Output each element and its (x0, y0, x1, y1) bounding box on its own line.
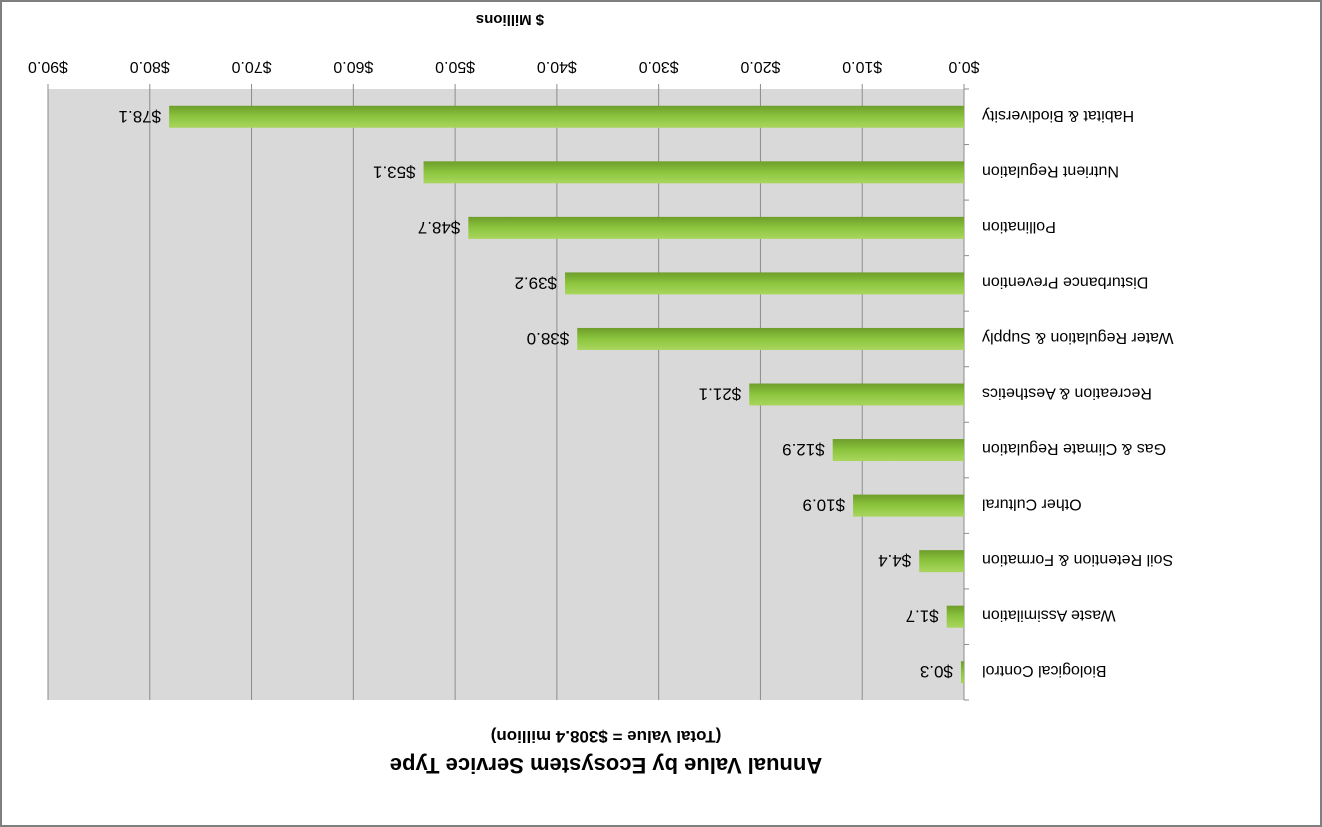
bar (423, 161, 964, 184)
data-label: $10.9 (803, 496, 846, 515)
x-tick-label: $10.0 (842, 58, 882, 75)
x-tick-label: $60.0 (333, 58, 373, 75)
chart-title: Annual Value by Ecosystem Service Type (390, 753, 822, 778)
category-label: Waste Assimilation (982, 607, 1116, 624)
bar (749, 383, 964, 406)
x-tick-label: $0.0 (948, 58, 979, 75)
x-tick-label: $20.0 (740, 58, 780, 75)
x-tick-label: $90.0 (28, 58, 68, 75)
category-label: Habitat & Biodiversity (982, 107, 1134, 124)
category-label: Recreation & Aesthetics (982, 385, 1152, 402)
category-label: Other Cultural (982, 496, 1082, 513)
data-label: $48.7 (418, 218, 461, 237)
bar (960, 661, 964, 684)
data-label: $0.3 (920, 662, 953, 681)
chart-subtitle: (Total Value = $308.4 million) (491, 727, 722, 746)
x-tick-label: $80.0 (130, 58, 170, 75)
x-tick-labels: $0.0 $10.0 $20.0 $30.0 $40.0 $50.0 $60.0 $70.0 $… (28, 58, 980, 75)
category-label: Soil Retention & Formation (982, 551, 1173, 568)
gridlines (47, 84, 969, 701)
bar (832, 439, 964, 462)
data-label: $39.2 (514, 273, 557, 292)
category-label: Biological Control (982, 662, 1107, 679)
bar (919, 550, 964, 573)
data-label: $53.1 (373, 162, 416, 181)
bars (169, 105, 964, 684)
x-axis-title: $ Millions (476, 11, 544, 28)
bar (853, 494, 964, 517)
category-label: Water Regulation & Supply (982, 329, 1174, 346)
bar (468, 216, 964, 239)
bar (577, 327, 964, 350)
x-tick-label: $50.0 (435, 58, 475, 75)
x-tick-label: $40.0 (537, 58, 577, 75)
data-label: $1.7 (906, 607, 939, 626)
bar (946, 605, 964, 628)
category-label: Gas & Climate Regulation (982, 440, 1166, 457)
data-label: $21.1 (699, 385, 742, 404)
data-label: $12.9 (782, 440, 825, 459)
data-labels: $78.1 $53.1 $48.7 $39.2 $38.0 $21.1 $12.9 $10.9… (119, 107, 953, 681)
data-label: $78.1 (119, 107, 162, 126)
x-tick-label: $70.0 (231, 58, 271, 75)
data-label: $4.4 (878, 551, 911, 570)
category-labels: Habitat & Biodiversity Nutrient Regulatio… (982, 107, 1174, 679)
bar (565, 272, 964, 295)
x-tick-label: $30.0 (639, 58, 679, 75)
category-label: Nutrient Regulation (982, 162, 1119, 179)
category-label: Pollination (982, 218, 1056, 235)
data-label: $38.0 (527, 329, 570, 348)
category-label: Disturbance Prevention (982, 273, 1148, 290)
bar (169, 105, 964, 128)
